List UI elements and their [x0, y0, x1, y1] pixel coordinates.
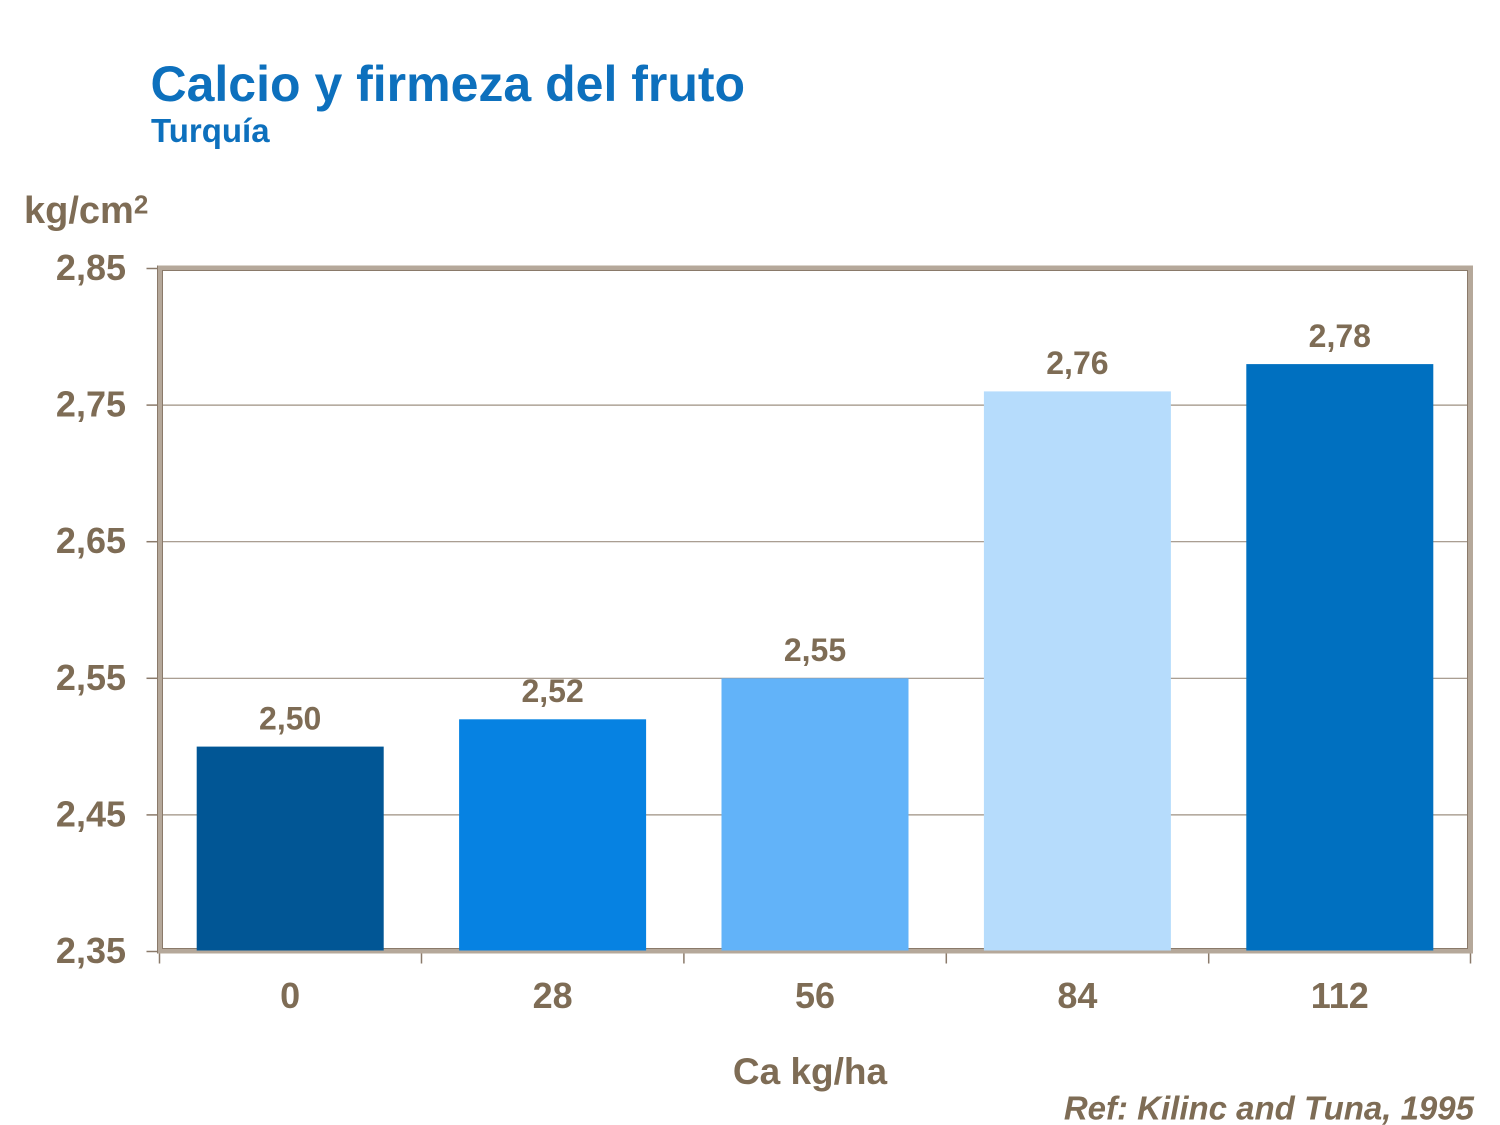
svg-text:2,55: 2,55 [56, 657, 126, 698]
svg-text:112: 112 [1311, 975, 1369, 1016]
svg-text:2,75: 2,75 [56, 384, 126, 425]
svg-text:2,65: 2,65 [56, 520, 126, 561]
svg-text:2,50: 2,50 [259, 700, 321, 736]
svg-text:2,35: 2,35 [56, 930, 126, 971]
svg-text:2,76: 2,76 [1046, 345, 1108, 381]
svg-text:Turquía: Turquía [151, 112, 270, 149]
svg-text:0: 0 [280, 975, 300, 1016]
svg-text:2,55: 2,55 [784, 632, 846, 668]
svg-text:28: 28 [533, 975, 573, 1016]
svg-text:2,78: 2,78 [1309, 318, 1371, 354]
svg-text:56: 56 [795, 975, 835, 1016]
svg-text:84: 84 [1057, 975, 1097, 1016]
svg-text:2,45: 2,45 [56, 793, 126, 834]
svg-text:2,52: 2,52 [521, 673, 583, 709]
svg-text:Ca kg/ha: Ca kg/ha [733, 1051, 888, 1092]
svg-text:kg/cm2: kg/cm2 [24, 190, 148, 233]
svg-text:2,85: 2,85 [56, 247, 126, 288]
svg-text:Calcio y firmeza del fruto: Calcio y firmeza del fruto [151, 56, 746, 112]
svg-text:Ref: Kilinc and Tuna, 1995: Ref: Kilinc and Tuna, 1995 [1064, 1090, 1475, 1125]
